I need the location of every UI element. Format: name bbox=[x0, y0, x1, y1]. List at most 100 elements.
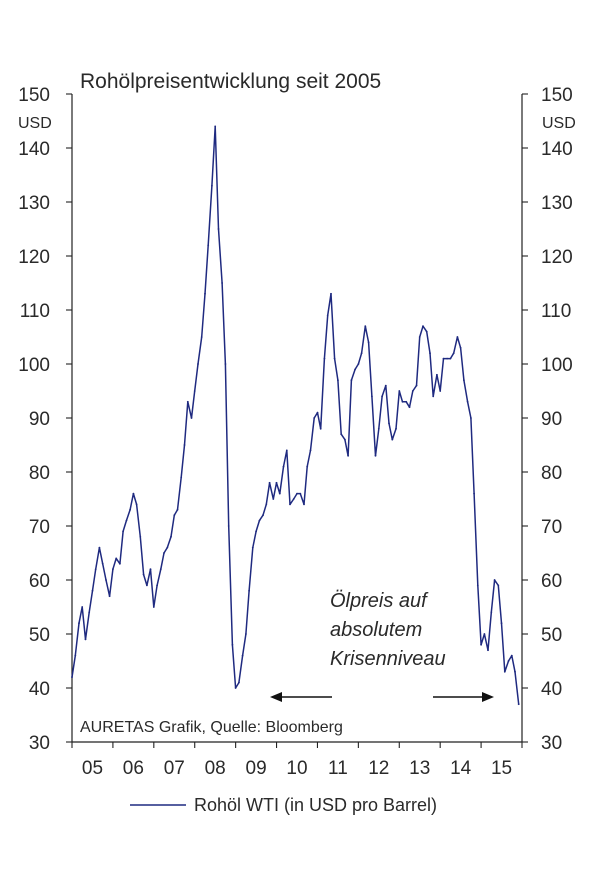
y-tick-label-left: 90 bbox=[29, 409, 50, 430]
data-point bbox=[262, 514, 264, 517]
data-point bbox=[98, 546, 101, 549]
data-point bbox=[476, 584, 479, 587]
data-point bbox=[180, 476, 183, 479]
data-point bbox=[156, 584, 159, 587]
y-tick-label-left: 60 bbox=[29, 571, 50, 592]
data-point bbox=[142, 573, 145, 576]
data-point bbox=[227, 525, 230, 527]
data-point bbox=[241, 654, 244, 657]
data-point bbox=[163, 552, 165, 554]
annotation-line-2: absolutem bbox=[330, 619, 422, 641]
data-point bbox=[272, 498, 275, 500]
data-point bbox=[514, 670, 516, 673]
data-point bbox=[231, 643, 234, 646]
data-point bbox=[245, 633, 247, 635]
y-tick-label-right: 80 bbox=[541, 463, 562, 484]
data-point bbox=[129, 508, 132, 511]
data-point bbox=[285, 449, 288, 452]
y-tick-label-left: 150 bbox=[18, 85, 50, 106]
data-point bbox=[367, 341, 370, 344]
data-point bbox=[473, 492, 475, 495]
data-point bbox=[446, 357, 448, 360]
data-point bbox=[303, 503, 305, 506]
data-point bbox=[251, 546, 254, 549]
x-axis-ticks: 05 06 07 08 09 10 11 12 13 14 15 bbox=[71, 742, 523, 779]
data-point bbox=[510, 654, 513, 657]
data-point bbox=[391, 438, 394, 441]
y-tick-label-left: 50 bbox=[29, 625, 50, 646]
data-point bbox=[197, 363, 199, 365]
data-point bbox=[497, 584, 500, 587]
data-point bbox=[207, 244, 210, 247]
data-point bbox=[436, 373, 438, 376]
data-point bbox=[159, 568, 162, 571]
data-point bbox=[374, 454, 377, 457]
data-point bbox=[88, 611, 91, 614]
data-point bbox=[234, 687, 237, 689]
data-point bbox=[135, 503, 138, 506]
data-point bbox=[470, 417, 472, 419]
data-point bbox=[323, 357, 326, 360]
data-point bbox=[483, 633, 486, 635]
data-point bbox=[101, 562, 104, 565]
data-point bbox=[204, 292, 206, 295]
data-point bbox=[152, 606, 155, 608]
y-tick-label-left: 120 bbox=[18, 247, 50, 268]
data-point bbox=[268, 481, 271, 484]
data-point bbox=[330, 292, 332, 295]
data-point bbox=[84, 638, 87, 641]
legend-label: Rohöl WTI (in USD pro Barrel) bbox=[194, 795, 437, 815]
data-point bbox=[452, 352, 455, 355]
data-point bbox=[186, 400, 189, 403]
data-point bbox=[388, 422, 390, 425]
data-point bbox=[275, 481, 278, 484]
x-tick-label: 08 bbox=[205, 758, 226, 779]
y-tick-label-right: 50 bbox=[541, 625, 562, 646]
data-point bbox=[333, 357, 336, 360]
x-tick-label: 12 bbox=[368, 758, 389, 779]
legend: Rohöl WTI (in USD pro Barrel) bbox=[130, 795, 437, 815]
x-tick-label: 14 bbox=[450, 758, 472, 779]
data-point bbox=[360, 352, 363, 355]
data-point bbox=[299, 492, 302, 495]
data-point bbox=[357, 363, 360, 365]
series-layer bbox=[71, 125, 520, 706]
y-tick-label-left: 130 bbox=[18, 193, 50, 214]
y-tick-label-right: 120 bbox=[541, 247, 573, 268]
data-point bbox=[503, 670, 506, 673]
data-point bbox=[313, 417, 316, 419]
y-tick-label-right: 60 bbox=[541, 571, 562, 592]
y-tick-label-left: 40 bbox=[29, 679, 50, 700]
data-point bbox=[78, 622, 80, 625]
left-axis-unit: USD bbox=[18, 115, 52, 132]
data-point bbox=[94, 568, 97, 571]
annotation-line-3: Krisenniveau bbox=[330, 648, 446, 670]
data-point bbox=[350, 379, 353, 382]
data-point bbox=[292, 498, 295, 500]
annotation-arrow-left bbox=[270, 692, 332, 702]
data-point bbox=[173, 514, 176, 517]
x-tick-label: 11 bbox=[328, 758, 348, 779]
data-point bbox=[466, 400, 469, 403]
data-point bbox=[112, 568, 114, 571]
source-note: AURETAS Grafik, Quelle: Bloomberg bbox=[80, 719, 343, 736]
y-axis-ticks: 150 150 140 140 130 130 120 120 110 110 100 100 90 90… bbox=[18, 85, 572, 754]
right-axis-unit: USD bbox=[542, 115, 576, 132]
data-point bbox=[422, 325, 424, 328]
data-point bbox=[463, 379, 465, 382]
y-tick-label-right: 40 bbox=[541, 679, 562, 700]
data-point bbox=[296, 492, 298, 495]
y-tick-label-right: 140 bbox=[541, 139, 573, 160]
data-point bbox=[425, 330, 428, 333]
y-tick-label-right: 30 bbox=[541, 733, 562, 754]
annotation-arrow-right bbox=[433, 692, 494, 702]
data-point bbox=[306, 465, 309, 468]
data-point bbox=[166, 546, 169, 549]
data-point bbox=[344, 438, 346, 441]
data-point bbox=[377, 427, 380, 430]
data-point bbox=[190, 417, 193, 419]
data-point bbox=[319, 427, 322, 430]
data-point bbox=[278, 492, 281, 495]
annotation-line-1: Ölpreis auf bbox=[330, 590, 429, 612]
data-point bbox=[217, 228, 220, 230]
